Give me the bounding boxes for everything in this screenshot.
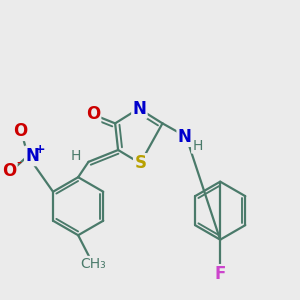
Text: N: N — [25, 147, 39, 165]
Text: O: O — [86, 106, 100, 124]
Text: S: S — [134, 154, 146, 172]
Text: H: H — [192, 139, 203, 153]
Text: H: H — [71, 149, 81, 163]
Text: O: O — [13, 122, 28, 140]
Text: N: N — [178, 128, 192, 146]
Text: +: + — [35, 143, 46, 156]
Text: N: N — [133, 100, 146, 118]
Text: CH₃: CH₃ — [80, 257, 106, 271]
Text: O: O — [2, 162, 16, 180]
Text: -: - — [16, 157, 21, 171]
Text: F: F — [214, 265, 226, 283]
